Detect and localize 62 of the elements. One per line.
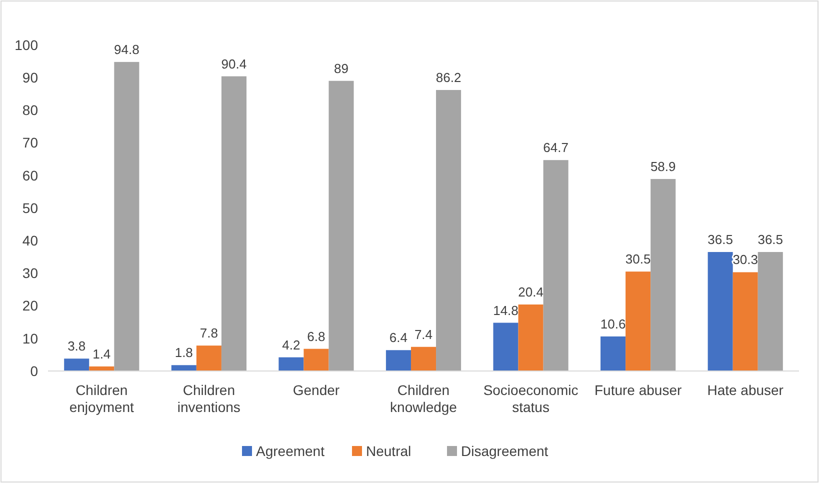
data-label: 89	[334, 60, 348, 76]
data-label: 7.8	[200, 326, 218, 341]
data-label: 20.4	[518, 284, 544, 300]
bar	[518, 304, 544, 371]
x-tick-label: Children enjoyment	[69, 382, 134, 415]
data-label: 6.4	[389, 330, 408, 346]
bar	[600, 336, 626, 371]
bar	[650, 178, 676, 371]
y-tick-label: 0	[30, 362, 38, 379]
y-tick-label: 80	[22, 102, 38, 118]
legend-label: Neutral	[366, 442, 412, 459]
y-tick-label: 40	[22, 232, 38, 248]
bar	[64, 358, 90, 371]
x-tick-label: Socioeconomic status	[483, 382, 578, 415]
bar	[626, 272, 651, 371]
y-tick-label: 90	[22, 70, 38, 86]
bar	[410, 346, 436, 371]
data-label: 64.7	[543, 140, 568, 156]
y-tick-label: 70	[22, 134, 38, 151]
bar	[196, 346, 222, 371]
bar	[436, 90, 462, 371]
bar	[304, 348, 329, 371]
y-tick-label: 100	[14, 36, 38, 53]
bar	[708, 252, 733, 371]
data-label: 1.4	[92, 346, 111, 362]
x-tick-label: Future abuser	[594, 382, 682, 398]
data-label: 4.2	[282, 337, 300, 352]
x-tick-label: Hate abuser	[707, 382, 784, 398]
legend-label: Agreement	[256, 442, 325, 459]
bar	[386, 350, 411, 371]
data-label: 3.8	[68, 338, 86, 354]
data-label: 58.9	[650, 158, 676, 174]
bar	[171, 365, 196, 371]
bar	[328, 80, 354, 371]
y-tick-label: 50	[22, 200, 38, 216]
y-tick-label: 30	[22, 265, 38, 282]
y-tick-label: 10	[22, 330, 38, 346]
bar	[493, 322, 518, 371]
x-tick-label: Gender	[292, 382, 340, 398]
data-label: 86.2	[436, 70, 462, 85]
bar	[732, 272, 758, 371]
data-label: 30.5	[625, 252, 651, 267]
legend-label: Disagreement	[461, 442, 548, 459]
bar	[758, 252, 783, 371]
data-label: 10.6	[600, 316, 626, 332]
data-label: 36.5	[708, 232, 733, 248]
data-label: 36.5	[758, 232, 784, 248]
data-label: 30.3	[732, 252, 758, 268]
data-label: 94.8	[114, 42, 140, 57]
y-tick-label: 60	[22, 167, 38, 184]
data-label: 90.4	[221, 56, 247, 72]
x-tick-label: Children inventions	[177, 382, 240, 415]
bar	[543, 160, 568, 371]
data-label: 6.8	[307, 328, 326, 344]
bar	[221, 76, 246, 371]
bar	[114, 62, 140, 371]
data-label: 7.4	[414, 326, 433, 342]
y-tick-label: 20	[22, 298, 38, 314]
data-label: 14.8	[493, 302, 518, 318]
x-tick-label: Children knowledge	[390, 382, 458, 415]
data-label: 1.8	[174, 345, 193, 360]
bar	[278, 357, 304, 371]
